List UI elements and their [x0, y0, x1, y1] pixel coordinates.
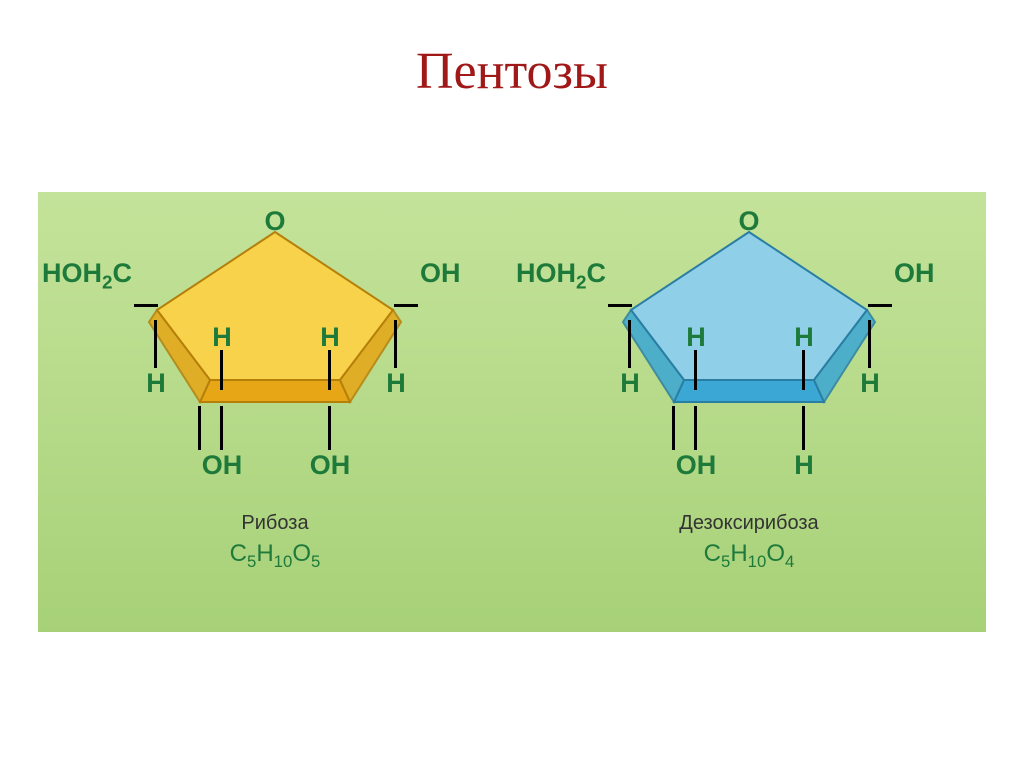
bond	[328, 350, 331, 390]
bond	[802, 350, 805, 390]
bond	[154, 320, 157, 368]
atom-mid-midleft-h: H	[686, 322, 706, 353]
molecule-ribose: O HOH2C OH H H H H OH OH Рибоза C5H10O5	[38, 192, 512, 632]
bond	[868, 304, 892, 307]
bond	[220, 350, 223, 390]
atom-low-midleft: OH	[202, 450, 243, 481]
bond	[608, 304, 632, 307]
molecule-formula-deoxyribose: C5H10O4	[512, 540, 986, 572]
bond	[198, 406, 201, 450]
atom-upper-left: HOH2C	[42, 258, 132, 294]
atom-mid-midright-h: H	[320, 322, 340, 353]
pentagon-deoxyribose	[609, 222, 889, 442]
diagram-panel: O HOH2C OH H H H H OH OH Рибоза C5H10O5 O HOH2C OH H H H…	[38, 192, 986, 632]
bond	[134, 304, 158, 307]
molecule-formula-ribose: C5H10O5	[38, 540, 512, 572]
atom-upper-left: HOH2C	[516, 258, 606, 294]
molecule-name-deoxyribose: Дезоксирибоза	[512, 512, 986, 535]
bond	[394, 304, 418, 307]
pentagon-ribose	[135, 222, 415, 442]
atom-upper-right: OH	[894, 258, 935, 289]
bond	[628, 320, 631, 368]
atom-mid-midleft-h: H	[212, 322, 232, 353]
molecule-name-ribose: Рибоза	[38, 512, 512, 535]
atom-low-midright: H	[794, 450, 814, 481]
bond	[694, 406, 697, 450]
atom-mid-midright-h: H	[794, 322, 814, 353]
atom-mid-left-h: H	[146, 368, 166, 399]
bond	[220, 406, 223, 450]
atom-low-midleft: OH	[676, 450, 717, 481]
bond	[868, 320, 871, 368]
bond	[694, 350, 697, 390]
atom-top-o: O	[738, 206, 759, 237]
atom-mid-left-h: H	[620, 368, 640, 399]
atom-mid-right-h: H	[386, 368, 406, 399]
bond	[328, 406, 331, 450]
bond	[672, 406, 675, 450]
atom-mid-right-h: H	[860, 368, 880, 399]
atom-upper-right: OH	[420, 258, 461, 289]
atom-low-midright: OH	[310, 450, 351, 481]
atom-top-o: O	[264, 206, 285, 237]
bond	[802, 406, 805, 450]
molecule-deoxyribose: O HOH2C OH H H H H OH H Дезоксирибоза C5H10O4	[512, 192, 986, 632]
page: Пентозы OHOH2COHHHHHOHOHРибозаC5H10O5OHO…	[0, 0, 1024, 767]
bond	[394, 320, 397, 368]
page-title: Пентозы	[0, 42, 1024, 101]
